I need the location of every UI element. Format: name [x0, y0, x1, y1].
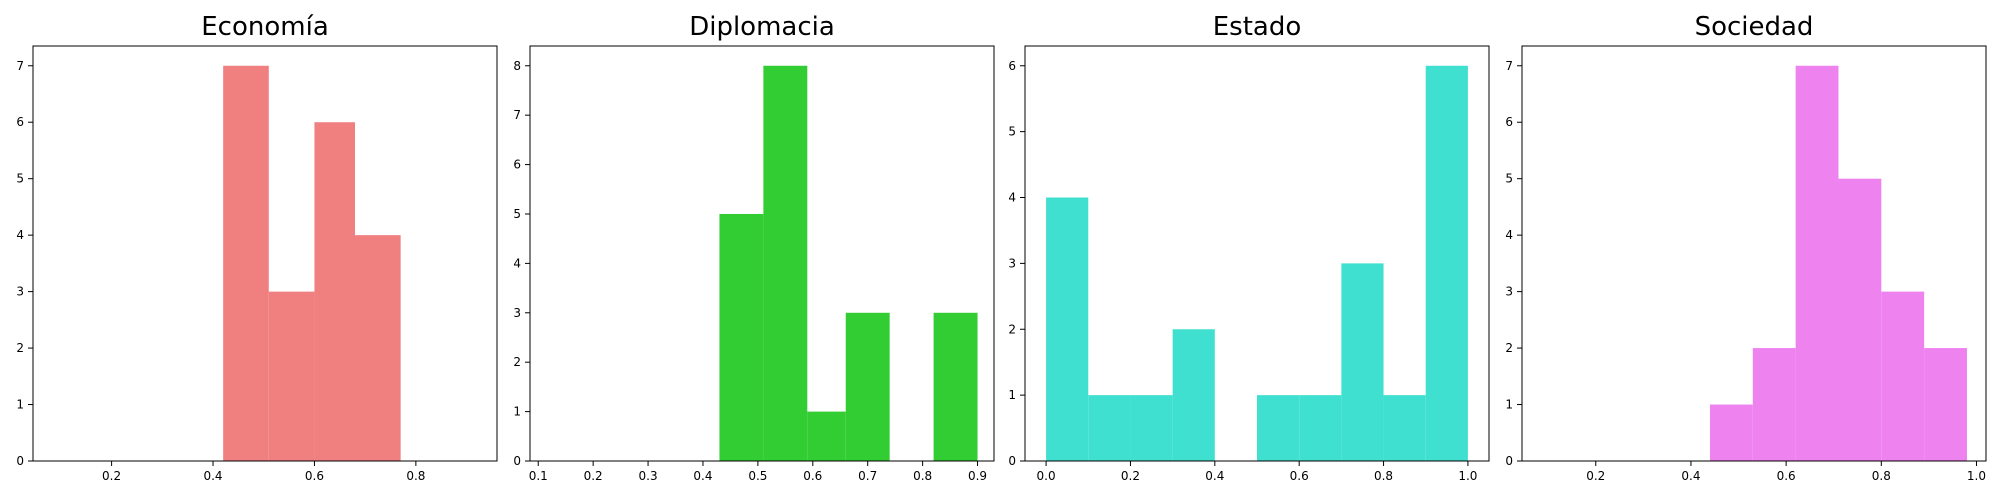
y-tick-label: 0	[1505, 454, 1513, 468]
histogram-bar	[314, 122, 356, 461]
chart-title: Economía	[201, 12, 329, 42]
x-tick-label: 0.6	[1777, 469, 1796, 483]
y-tick-label: 1	[16, 398, 24, 412]
histogram-bar	[223, 65, 269, 461]
histogram-bar	[1425, 65, 1468, 461]
x-tick-label: 0.2	[1586, 469, 1605, 483]
histogram-bar	[1341, 263, 1384, 461]
y-tick-label: 6	[1505, 115, 1513, 129]
histogram-bar	[1088, 395, 1131, 461]
histogram-bar	[845, 312, 890, 461]
histogram-bar	[355, 235, 401, 461]
chart-title: Sociedad	[1695, 12, 1814, 42]
x-tick-label: 0.4	[1681, 469, 1700, 483]
chart-panel-1: 0.2 0.4 0.6 0.8 0 1 2 3 4 5 6 7 Economía	[16, 12, 498, 483]
chart-title: Diplomacia	[689, 12, 835, 42]
histogram-bar	[1795, 65, 1839, 461]
histogram-bar	[807, 411, 846, 461]
axes-frame	[32, 45, 498, 462]
y-tick-label: 6	[1008, 59, 1016, 73]
y-tick-label: 3	[1008, 256, 1016, 270]
x-tick-label: 0.7	[858, 469, 877, 483]
y-tick-label: 6	[513, 158, 521, 172]
y-tick-label: 3	[513, 306, 521, 320]
histogram-bar	[1299, 395, 1342, 461]
y-tick-label: 2	[1505, 341, 1513, 355]
histogram-bar	[719, 213, 764, 461]
chart-title: Estado	[1213, 12, 1302, 42]
x-tick-label: 0.5	[748, 469, 767, 483]
x-tick-label: 1.0	[1458, 469, 1477, 483]
y-tick-label: 3	[1505, 285, 1513, 299]
histogram-bar	[1881, 291, 1925, 461]
axes-frame	[1521, 45, 1987, 462]
x-tick-label: 0.2	[1121, 469, 1140, 483]
histogram-bar	[1752, 348, 1796, 461]
y-tick-label: 3	[16, 285, 24, 299]
y-tick-label: 4	[1008, 191, 1016, 205]
y-tick-label: 1	[1008, 388, 1016, 402]
y-tick-label: 4	[16, 228, 24, 242]
y-tick-label: 2	[1008, 322, 1016, 336]
histogram-bar	[268, 291, 315, 461]
chart-panel-3: 0.0 0.2 0.4 0.6 0.8 1.0 0 1 2 3 4 5 6 Estado	[1008, 12, 1490, 483]
y-tick-label: 2	[16, 341, 24, 355]
chart-panel-4: 0.2 0.4 0.6 0.8 1.0 0 1 2 3 4 5 6 7 Sociedad	[1505, 12, 1987, 483]
y-tick-label: 5	[513, 207, 521, 221]
y-tick-label: 1	[1505, 398, 1513, 412]
histogram-bar	[1257, 395, 1300, 461]
x-tick-label: 0.0	[1037, 469, 1056, 483]
x-tick-label: 0.8	[1374, 469, 1393, 483]
x-tick-label: 0.6	[305, 469, 324, 483]
x-tick-label: 0.8	[913, 469, 932, 483]
y-tick-label: 0	[16, 454, 24, 468]
y-tick-label: 5	[1505, 172, 1513, 186]
histogram-bar	[1383, 395, 1426, 461]
y-tick-label: 0	[513, 454, 521, 468]
y-tick-label: 4	[513, 256, 521, 270]
x-tick-label: 0.8	[406, 469, 425, 483]
axes-frame	[1024, 45, 1490, 462]
histogram-bar	[1924, 348, 1967, 461]
x-tick-label: 0.4	[203, 469, 222, 483]
x-tick-label: 0.2	[102, 469, 121, 483]
x-tick-label: 0.1	[529, 469, 548, 483]
chart-panel-2: 0.1 0.2 0.3 0.4 0.5 0.6 0.7 0.8 0.9 0 1 2 3 4 5 6 7 8 Dipl…	[513, 12, 995, 483]
histogram-bar	[1130, 395, 1173, 461]
x-tick-label: 0.2	[584, 469, 603, 483]
x-tick-label: 0.3	[639, 469, 658, 483]
x-tick-label: 0.6	[803, 469, 822, 483]
histogram-bar	[1172, 329, 1215, 461]
y-tick-label: 5	[16, 172, 24, 186]
y-tick-label: 7	[1505, 59, 1513, 73]
x-tick-label: 0.9	[968, 469, 987, 483]
histogram-bar	[933, 312, 978, 461]
axes-frame	[529, 45, 995, 462]
x-tick-label: 1.0	[1967, 469, 1986, 483]
x-tick-label: 0.4	[1205, 469, 1224, 483]
y-tick-label: 6	[16, 115, 24, 129]
y-tick-label: 7	[513, 108, 521, 122]
y-tick-label: 4	[1505, 228, 1513, 242]
x-tick-label: 0.6	[1290, 469, 1309, 483]
y-tick-label: 5	[1008, 125, 1016, 139]
x-tick-label: 0.4	[693, 469, 712, 483]
y-tick-label: 0	[1008, 454, 1016, 468]
histogram-bar	[1709, 404, 1753, 461]
x-tick-label: 0.8	[1872, 469, 1891, 483]
y-tick-label: 1	[513, 405, 521, 419]
y-tick-label: 2	[513, 355, 521, 369]
y-tick-label: 7	[16, 59, 24, 73]
histogram-bar	[1046, 197, 1089, 461]
histogram-bar	[1838, 178, 1882, 461]
y-tick-label: 8	[513, 59, 521, 73]
histogram-bar	[763, 65, 808, 461]
